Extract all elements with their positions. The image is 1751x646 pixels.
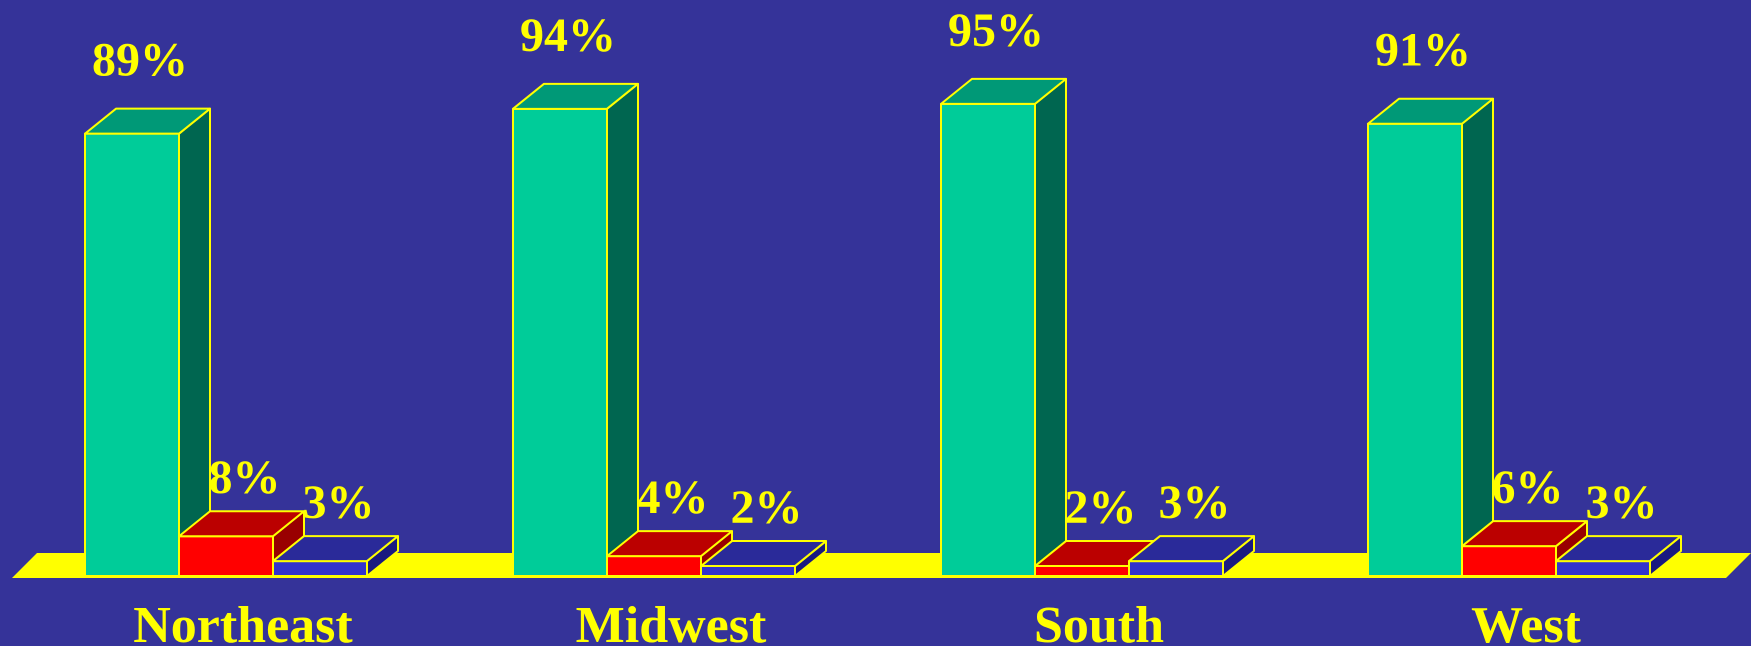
bar-front: [1034, 565, 1130, 577]
data-label-northeast-series-3: 3%: [303, 476, 375, 529]
data-label-west-series-3: 3%: [1586, 476, 1658, 529]
data-label-northeast-series-1: 89%: [92, 34, 188, 87]
category-label-west: West: [1471, 597, 1581, 646]
bar-front: [272, 560, 368, 577]
bar-west-series-1: [1367, 97, 1494, 577]
bar-front: [84, 132, 180, 577]
bar-west-series-2: [1461, 520, 1588, 577]
bar-side: [1461, 97, 1494, 577]
bar-top: [940, 77, 1067, 105]
bars-group: [84, 77, 1682, 577]
category-label-midwest: Midwest: [576, 597, 767, 646]
bar-northeast-series-1: [84, 107, 211, 577]
bar-top: [1128, 535, 1255, 563]
labels-group: 89% 8% 3% Northeast 94% 4% 2% Midwest 95% 2% 3% Sou…: [92, 4, 1658, 646]
bar-top: [606, 530, 733, 558]
bar-top: [1555, 535, 1682, 563]
category-label-northeast: Northeast: [133, 597, 353, 646]
bar-west-series-3: [1555, 535, 1682, 577]
data-label-northeast-series-2: 8%: [209, 451, 281, 504]
bar-side: [606, 82, 639, 577]
bar-midwest-series-1: [512, 82, 639, 577]
bar-front: [512, 107, 608, 577]
bar-south-series-3: [1128, 535, 1255, 577]
data-label-south-series-1: 95%: [948, 4, 1044, 57]
bar-top: [1461, 520, 1588, 548]
bar-front: [940, 102, 1036, 577]
bar-front: [700, 565, 796, 577]
bar-top: [700, 540, 827, 568]
data-label-south-series-2: 2%: [1065, 481, 1137, 534]
data-label-west-series-2: 6%: [1492, 461, 1564, 514]
chart-floor: [12, 553, 1751, 578]
bar-midwest-series-2: [606, 530, 733, 577]
bar-front: [178, 535, 274, 577]
bar-top: [1367, 97, 1494, 125]
bar-front: [606, 555, 702, 577]
category-label-south: South: [1034, 597, 1164, 646]
bar-top: [178, 510, 305, 538]
bar-side: [178, 107, 211, 577]
bar-midwest-series-3: [700, 540, 827, 577]
bar-front: [1128, 560, 1224, 577]
data-label-west-series-1: 91%: [1375, 24, 1471, 77]
bar-top: [84, 107, 211, 135]
bar-top: [272, 535, 399, 563]
bar-front: [1555, 560, 1651, 577]
bar-side: [1034, 77, 1067, 577]
bar-front: [1461, 545, 1557, 577]
data-label-midwest-series-1: 94%: [520, 9, 616, 62]
bar-front: [1367, 122, 1463, 577]
bar-south-series-1: [940, 77, 1067, 577]
bar-top: [512, 82, 639, 110]
data-label-midwest-series-3: 2%: [731, 481, 803, 534]
data-label-midwest-series-2: 4%: [637, 471, 709, 524]
data-label-south-series-3: 3%: [1159, 476, 1231, 529]
bar-northeast-series-3: [272, 535, 399, 577]
